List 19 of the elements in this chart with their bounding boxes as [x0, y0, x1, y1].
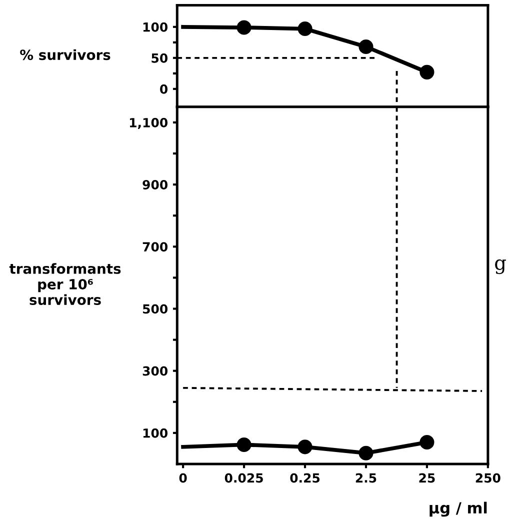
x-tick-label: 0 [179, 473, 187, 483]
y-tick-label: 100 [143, 428, 168, 438]
y-tick-label: 1,100 [130, 118, 168, 129]
x-tick-label: 0.025 [224, 473, 263, 483]
y-tick-label: 100 [143, 22, 168, 32]
y-tick-label: 50 [152, 53, 168, 63]
y-tick-label: 500 [142, 304, 168, 314]
y-axis-title: % survivors [20, 49, 110, 60]
x-tick-label: 250 [476, 473, 500, 483]
y-axis-title: transformants per 10⁶ survivors [9, 263, 121, 306]
y-tick-label: 900 [142, 180, 168, 190]
text: g [495, 259, 506, 274]
y-tick-label: 0 [160, 84, 168, 94]
y-tick-label: 700 [142, 242, 168, 252]
x-tick-label: 2.5 [356, 473, 376, 483]
x-tick-label: 0.25 [290, 473, 320, 483]
y-tick-label: 300 [142, 366, 168, 376]
x-tick-label: 25 [419, 473, 435, 483]
x-axis-title: μg / ml [430, 502, 487, 517]
